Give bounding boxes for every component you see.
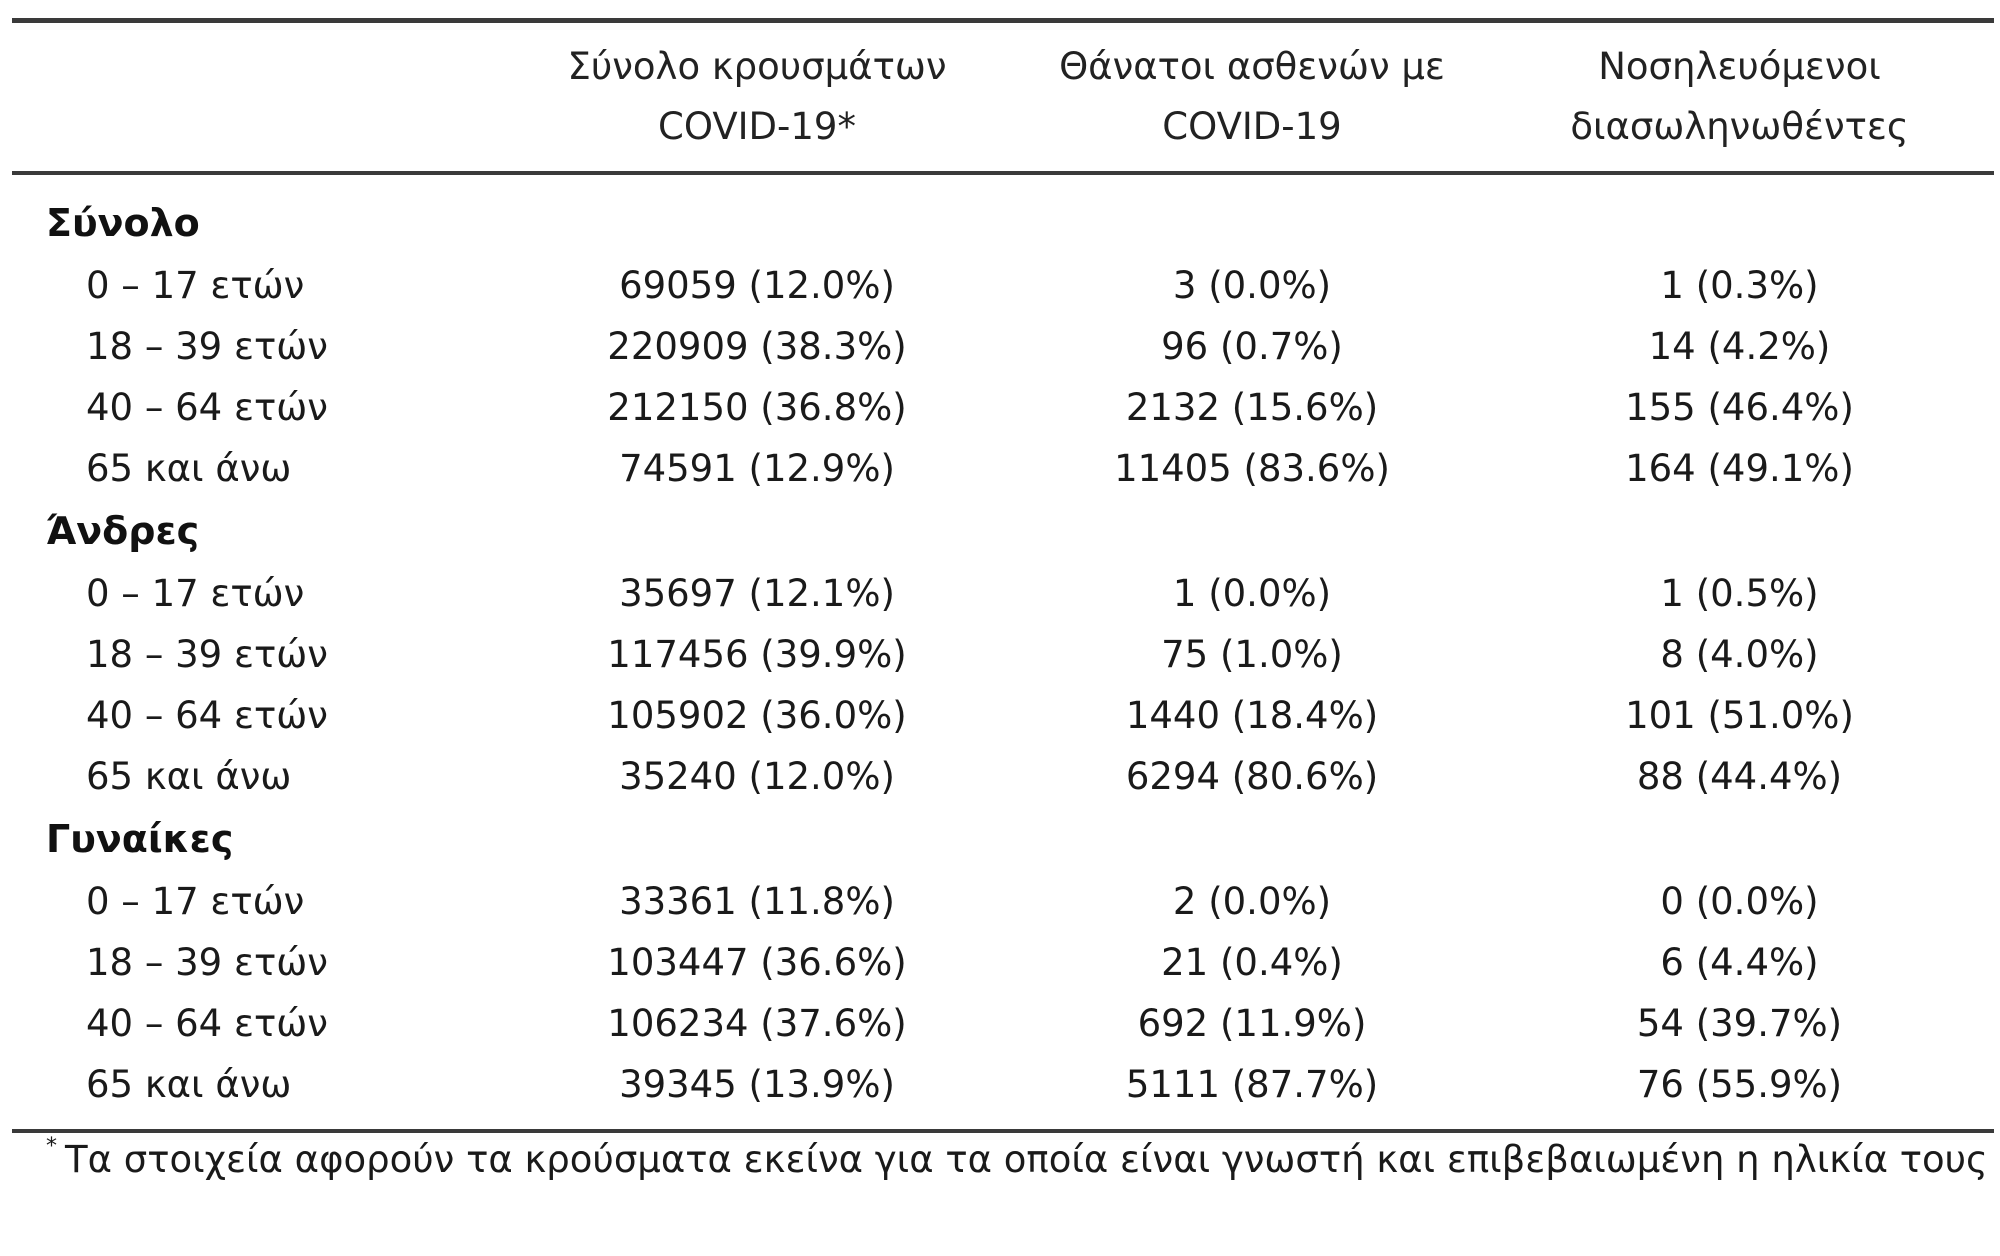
deaths-cell: 75 (1.0%) <box>1161 633 1343 676</box>
cases-cell: 35240 (12.0%) <box>619 755 895 798</box>
cases-cell: 103447 (36.6%) <box>607 941 907 984</box>
deaths-cell: 692 (11.9%) <box>1137 1002 1367 1045</box>
row-label: 65 και άνω <box>86 1063 292 1106</box>
row-label: 65 και άνω <box>86 447 292 490</box>
row-label: 40 – 64 ετών <box>86 386 328 429</box>
intubated-cell: 1 (0.5%) <box>1660 572 1819 615</box>
table-row: 18 – 39 ετών 220909 (38.3%) 96 (0.7%) 14… <box>12 316 1994 377</box>
header-total-cases-line2: COVID-19* <box>658 105 856 148</box>
intubated-cell: 6 (4.4%) <box>1660 941 1819 984</box>
cases-cell: 69059 (12.0%) <box>619 264 895 307</box>
table-row: 40 – 64 ετών 212150 (36.8%) 2132 (15.6%)… <box>12 377 1994 438</box>
table-row: 65 και άνω 35240 (12.0%) 6294 (80.6%) 88… <box>12 746 1994 807</box>
header-deaths: Θάνατοι ασθενών με COVID-19 <box>1012 37 1492 157</box>
table-top-rule <box>12 18 1994 23</box>
table-row: 0 – 17 ετών 33361 (11.8%) 2 (0.0%) 0 (0.… <box>12 871 1994 932</box>
row-label: 40 – 64 ετών <box>86 694 328 737</box>
table-row: 40 – 64 ετών 106234 (37.6%) 692 (11.9%) … <box>12 993 1994 1054</box>
intubated-cell: 155 (46.4%) <box>1625 386 1854 429</box>
deaths-cell: 3 (0.0%) <box>1172 264 1332 307</box>
header-deaths-line1: Θάνατοι ασθενών με <box>1059 45 1445 88</box>
table-row: 0 – 17 ετών 35697 (12.1%) 1 (0.0%) 1 (0.… <box>12 563 1994 624</box>
row-label: 18 – 39 ετών <box>86 941 328 984</box>
table-header-rule <box>12 171 1994 175</box>
table-header-row: Σύνολο κρουσμάτων COVID-19* Θάνατοι ασθε… <box>12 23 1994 171</box>
deaths-cell: 11405 (83.6%) <box>1114 447 1390 490</box>
group-title-women: Γυναίκες <box>46 817 234 861</box>
row-label: 65 και άνω <box>86 755 292 798</box>
table-row: 40 – 64 ετών 105902 (36.0%) 1440 (18.4%)… <box>12 685 1994 746</box>
cases-cell: 35697 (12.1%) <box>619 572 895 615</box>
header-deaths-line2: COVID-19 <box>1162 105 1342 148</box>
intubated-cell: 54 (39.7%) <box>1636 1002 1843 1045</box>
intubated-cell: 164 (49.1%) <box>1625 447 1854 490</box>
table-bottom-rule <box>12 1129 1994 1133</box>
table-row: 65 και άνω 74591 (12.9%) 11405 (83.6%) 1… <box>12 438 1994 499</box>
footnote-marker: * <box>46 1133 57 1159</box>
intubated-cell: 101 (51.0%) <box>1625 694 1854 737</box>
row-label: 0 – 17 ετών <box>86 264 305 307</box>
row-label: 18 – 39 ετών <box>86 633 328 676</box>
header-intubated: Νοσηλευόμενοι διασωληνωθέντες <box>1492 37 1987 157</box>
group-title-men: Άνδρες <box>46 509 200 553</box>
row-label: 0 – 17 ετών <box>86 880 305 923</box>
row-label: 40 – 64 ετών <box>86 1002 328 1045</box>
header-intubated-line2: διασωληνωθέντες <box>1570 105 1909 148</box>
cases-cell: 117456 (39.9%) <box>607 633 907 676</box>
table-row: 18 – 39 ετών 117456 (39.9%) 75 (1.0%) 8 … <box>12 624 1994 685</box>
footnote: * Τα στοιχεία αφορούν τα κρούσματα εκείνα… <box>46 1134 1988 1181</box>
deaths-cell: 1440 (18.4%) <box>1125 694 1379 737</box>
intubated-cell: 14 (4.2%) <box>1648 325 1831 368</box>
cases-cell: 74591 (12.9%) <box>619 447 895 490</box>
deaths-cell: 6294 (80.6%) <box>1125 755 1379 798</box>
table-body: Σύνολο 0 – 17 ετών 69059 (12.0%) 3 (0.0%… <box>12 175 1994 1115</box>
deaths-cell: 2132 (15.6%) <box>1125 386 1379 429</box>
header-total-cases-line1: Σύνολο κρουσμάτων <box>567 45 947 88</box>
table-row: 65 και άνω 39345 (13.9%) 5111 (87.7%) 76… <box>12 1054 1994 1115</box>
cases-cell: 212150 (36.8%) <box>607 386 907 429</box>
table-row: 18 – 39 ετών 103447 (36.6%) 21 (0.4%) 6 … <box>12 932 1994 993</box>
cases-cell: 105902 (36.0%) <box>607 694 907 737</box>
deaths-cell: 1 (0.0%) <box>1172 572 1332 615</box>
header-total-cases: Σύνολο κρουσμάτων COVID-19* <box>502 37 1012 157</box>
cases-cell: 106234 (37.6%) <box>607 1002 907 1045</box>
covid-age-table: Σύνολο κρουσμάτων COVID-19* Θάνατοι ασθε… <box>12 18 1994 1133</box>
header-intubated-line1: Νοσηλευόμενοι <box>1598 45 1881 88</box>
intubated-cell: 76 (55.9%) <box>1636 1063 1843 1106</box>
row-label: 0 – 17 ετών <box>86 572 305 615</box>
cases-cell: 33361 (11.8%) <box>619 880 895 923</box>
intubated-cell: 1 (0.3%) <box>1660 264 1819 307</box>
intubated-cell: 88 (44.4%) <box>1636 755 1843 798</box>
footnote-text: Τα στοιχεία αφορούν τα κρούσματα εκείνα … <box>65 1138 1988 1181</box>
deaths-cell: 21 (0.4%) <box>1161 941 1343 984</box>
deaths-cell: 2 (0.0%) <box>1172 880 1332 923</box>
table-row: 0 – 17 ετών 69059 (12.0%) 3 (0.0%) 1 (0.… <box>12 255 1994 316</box>
deaths-cell: 5111 (87.7%) <box>1125 1063 1379 1106</box>
cases-cell: 220909 (38.3%) <box>607 325 907 368</box>
group-title-total: Σύνολο <box>46 201 200 245</box>
deaths-cell: 96 (0.7%) <box>1161 325 1343 368</box>
intubated-cell: 0 (0.0%) <box>1660 880 1819 923</box>
row-label: 18 – 39 ετών <box>86 325 328 368</box>
cases-cell: 39345 (13.9%) <box>619 1063 895 1106</box>
intubated-cell: 8 (4.0%) <box>1660 633 1819 676</box>
